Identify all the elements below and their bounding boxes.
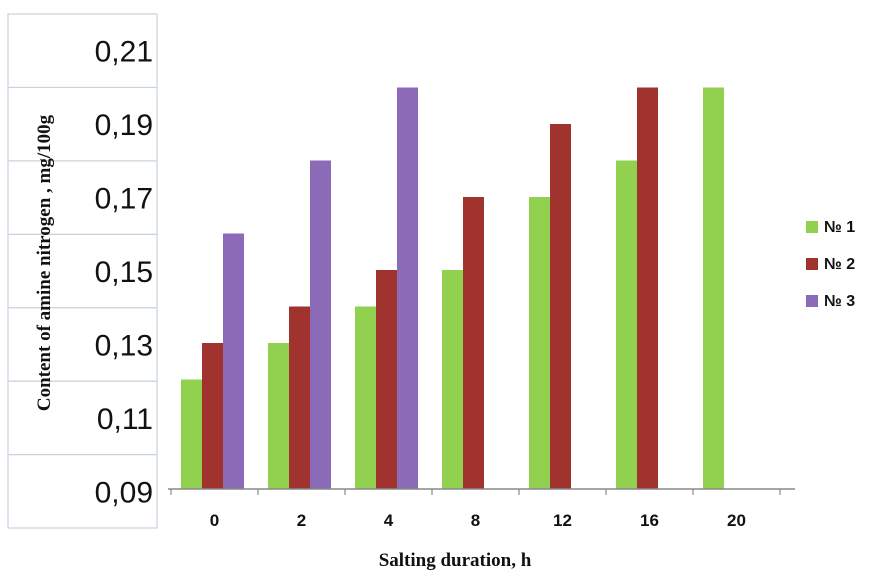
y-tick-label: 0,09	[95, 476, 153, 509]
x-category-label: 12	[553, 511, 572, 530]
bar-3-cat-0	[223, 233, 244, 489]
y-tick-label: 0,19	[95, 109, 153, 142]
legend-swatch	[806, 221, 818, 233]
y-tick-label: 0,21	[95, 36, 153, 69]
y-tick-cells	[7, 13, 158, 529]
x-category-labels: 0 2 4 8 12 16 20	[210, 511, 746, 530]
y-tick-cell	[7, 13, 158, 89]
y-tick-label: 0,11	[97, 403, 153, 436]
legend-swatch	[806, 295, 818, 307]
y-tick-labels: 0,09 0,11 0,13 0,15 0,17 0,19 0,21	[95, 36, 153, 510]
legend-label: № 2	[824, 256, 855, 273]
bar-2-cat-4	[376, 270, 397, 489]
y-tick-cell	[7, 86, 158, 162]
bar-1-cat-16	[616, 160, 637, 489]
bar-1-cat-8	[442, 270, 463, 489]
y-tick-cell	[7, 233, 158, 309]
bar-1-cat-4	[355, 306, 376, 489]
legend-label: № 3	[824, 293, 855, 310]
bar-3-cat-2	[310, 160, 331, 489]
x-category-label: 2	[297, 511, 306, 530]
bar-2-cat-16	[637, 87, 658, 489]
x-category-label: 16	[640, 511, 659, 530]
bar-2-cat-8	[463, 197, 484, 489]
x-category-label: 20	[727, 511, 746, 530]
x-axis-title: Salting duration, h	[379, 550, 532, 571]
bar-3-cat-4	[397, 87, 418, 489]
bar-2-cat-2	[289, 306, 310, 489]
legend: № 1 № 2 № 3	[806, 219, 855, 310]
legend-swatch	[806, 258, 818, 270]
x-category-label: 4	[384, 511, 394, 530]
bar-2-cat-0	[202, 343, 223, 489]
bar-2-cat-12	[550, 124, 571, 489]
y-tick-label: 0,13	[95, 329, 153, 362]
bars	[181, 87, 724, 489]
bar-1-cat-0	[181, 379, 202, 489]
y-axis-title: Content of amine nitrogen , mg/100g	[34, 114, 55, 411]
x-ticks	[170, 489, 781, 495]
x-category-label: 8	[471, 511, 480, 530]
legend-label: № 1	[824, 219, 855, 236]
x-category-label: 0	[210, 511, 219, 530]
bar-1-cat-12	[529, 197, 550, 489]
y-tick-cell	[7, 453, 158, 529]
y-tick-label: 0,17	[95, 183, 153, 216]
bar-1-cat-20	[703, 87, 724, 489]
y-tick-cell	[7, 160, 158, 235]
bar-1-cat-2	[268, 343, 289, 489]
y-tick-cell	[7, 307, 158, 382]
y-tick-label: 0,15	[95, 256, 153, 289]
